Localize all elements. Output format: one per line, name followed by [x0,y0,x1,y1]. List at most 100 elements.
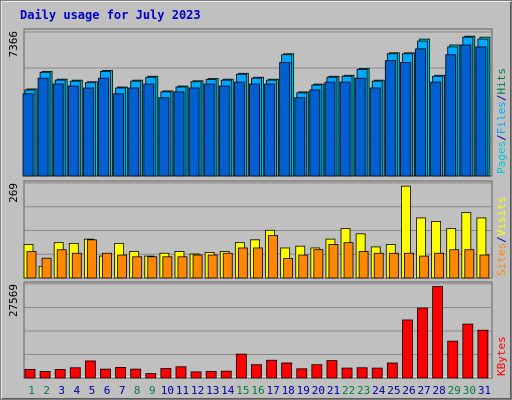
x-tick-11: 11 [176,384,189,397]
legend-entry-1-4: Hits [495,68,508,95]
bar-sites-26 [404,252,414,279]
bar-sites-13 [207,254,218,279]
bar-kbytes-18 [281,362,293,379]
bar-pages-7 [113,93,124,177]
bar-pages-21 [324,81,336,177]
x-tick-5: 5 [89,384,96,397]
bar-sites-24 [373,252,384,279]
x-tick-26: 26 [402,384,415,397]
bar-pages-9 [143,83,155,177]
bar-pages-19 [294,97,306,177]
bar-pages-15 [233,81,245,177]
x-tick-21: 21 [327,384,340,397]
legend-3: KBytes [495,336,508,376]
bar-pages-13 [203,83,215,177]
bar-sites-19 [298,254,309,279]
bar-pages-27 [415,48,426,177]
bar-pages-18 [279,62,291,177]
bar-pages-28 [430,81,442,177]
x-tick-18: 18 [282,384,295,397]
bar-kbytes-25 [386,362,398,379]
legend-entry-2-1: / [495,236,508,243]
bar-pages-8 [128,87,140,177]
bar-pages-11 [173,91,185,177]
bar-kbytes-26 [402,319,413,379]
bar-kbytes-28 [432,286,444,379]
bar-sites-4 [71,252,82,279]
bar-sites-17 [268,235,278,279]
bar-pages-1 [22,93,34,177]
bar-sites-10 [162,256,173,279]
x-tick-28: 28 [433,384,446,397]
bar-pages-4 [67,85,79,177]
x-tick-13: 13 [206,384,219,397]
bar-pages-29 [445,54,457,177]
bar-kbytes-23 [356,367,368,379]
x-tick-7: 7 [119,384,126,397]
bar-kbytes-7 [115,367,126,379]
legend-entry-2-2: Visits [495,197,508,237]
bar-kbytes-27 [417,307,428,379]
bar-kbytes-30 [462,323,474,379]
x-tick-9: 9 [149,384,156,397]
x-tick-23: 23 [357,384,370,397]
bar-kbytes-16 [251,364,262,379]
bar-pages-12 [188,87,200,177]
bar-sites-8 [132,256,143,279]
x-tick-30: 30 [463,384,476,397]
legend-entry-1-3: / [495,95,508,102]
x-tick-29: 29 [448,384,461,397]
bar-sites-30 [464,249,475,279]
bar-sites-28 [434,252,445,279]
legend-entry-1-0: Pages [495,141,508,174]
bar-kbytes-20 [311,364,323,379]
bar-kbytes-11 [175,366,187,379]
bar-kbytes-22 [341,367,353,379]
bar-sites-25 [388,252,399,279]
x-tick-19: 19 [297,384,310,397]
bar-sites-14 [222,252,233,279]
bar-pages-3 [52,83,64,177]
bar-kbytes-3 [54,369,66,379]
legend-entry-1-1: / [495,134,508,141]
bar-sites-5 [86,239,97,279]
bar-sites-31 [479,254,490,279]
bar-sites-7 [117,254,127,279]
x-tick-3: 3 [58,384,65,397]
x-tick-25: 25 [387,384,400,397]
bar-pages-20 [309,89,321,177]
bar-kbytes-19 [296,368,308,379]
ymax-label-3: 27569 [7,284,20,317]
bar-pages-17 [264,83,275,177]
bar-kbytes-29 [447,340,459,379]
x-tick-2: 2 [43,384,50,397]
bar-kbytes-24 [371,367,383,379]
bar-pages-22 [339,81,351,177]
plot-area-3 [23,281,493,379]
bar-kbytes-10 [160,368,172,379]
legend-entry-1-2: Files [495,101,508,134]
bar-pages-16 [249,83,260,177]
bar-pages-2 [37,77,49,177]
bar-kbytes-5 [84,360,96,379]
bar-pages-24 [369,87,381,177]
bar-pages-26 [400,62,411,177]
bar-kbytes-14 [220,370,232,379]
bar-kbytes-1 [24,369,36,379]
bar-sites-12 [192,254,203,279]
x-tick-6: 6 [104,384,111,397]
bar-pages-23 [354,77,366,177]
bar-pages-14 [218,85,230,177]
x-tick-20: 20 [312,384,325,397]
bar-sites-3 [56,249,67,279]
x-tick-12: 12 [191,384,204,397]
bar-sites-11 [177,256,188,279]
legend-entry-3-0: KBytes [495,336,508,376]
x-tick-15: 15 [236,384,249,397]
bar-kbytes-12 [190,371,202,379]
ymax-label-1: 7366 [7,31,20,58]
legend-entry-2-0: Sites [495,243,508,276]
x-tick-16: 16 [251,384,264,397]
bar-kbytes-8 [130,368,142,379]
